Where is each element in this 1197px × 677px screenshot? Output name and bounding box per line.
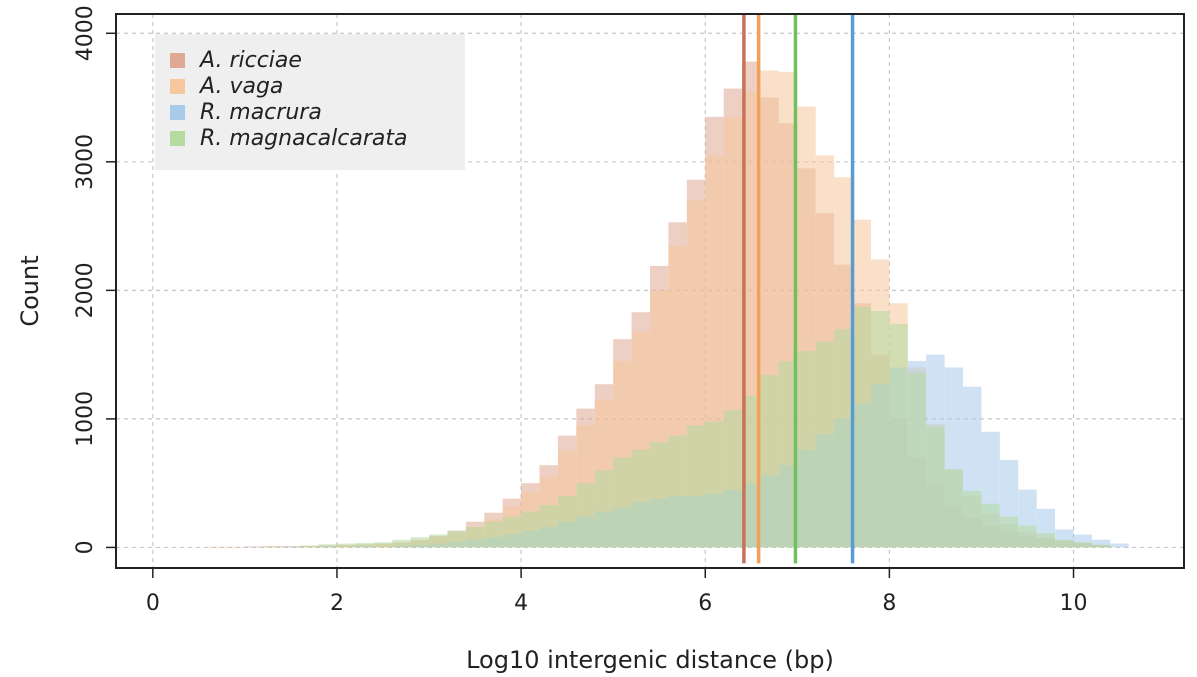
histogram-bar bbox=[999, 516, 1019, 548]
histogram-bar bbox=[429, 534, 448, 548]
histogram-bar bbox=[1055, 539, 1074, 548]
legend-swatch bbox=[170, 131, 185, 146]
x-tick-label: 0 bbox=[146, 591, 160, 616]
histogram-bar bbox=[576, 483, 595, 548]
histogram-bar bbox=[815, 341, 835, 548]
histogram-bar bbox=[281, 546, 301, 548]
histogram-bar bbox=[926, 426, 945, 548]
histogram-bar bbox=[613, 457, 632, 548]
histogram-bar bbox=[650, 442, 669, 548]
histogram-bar bbox=[336, 543, 356, 548]
x-tick-label: 6 bbox=[698, 591, 712, 616]
histogram-bar bbox=[226, 546, 245, 548]
histogram-bar bbox=[686, 425, 706, 548]
histogram-bar bbox=[373, 542, 393, 548]
legend-background bbox=[155, 34, 465, 170]
histogram-bar bbox=[907, 372, 927, 548]
histogram-bar bbox=[447, 530, 466, 548]
histogram-bar bbox=[742, 395, 761, 548]
y-tick-label: 2000 bbox=[73, 262, 98, 318]
histogram-bar bbox=[760, 375, 779, 548]
histogram-bar bbox=[502, 516, 522, 548]
histogram-bar bbox=[1018, 525, 1037, 548]
y-tick-label: 3000 bbox=[73, 134, 98, 190]
legend-label: R. magnacalcarata bbox=[200, 126, 407, 151]
x-tick-label: 2 bbox=[330, 591, 344, 616]
histogram-bar bbox=[797, 350, 816, 548]
histogram-bar bbox=[1091, 544, 1111, 548]
x-axis-ticks: 0 2 4 6 8 10 bbox=[146, 568, 1088, 616]
legend-label: R. macrura bbox=[200, 100, 322, 125]
x-axis-label: Log10 intergenic distance (bp) bbox=[466, 646, 834, 674]
y-tick-label: 4000 bbox=[73, 5, 98, 61]
y-axis-ticks: 0 1000 2000 3000 4000 bbox=[73, 5, 116, 554]
histogram-bar bbox=[981, 503, 1000, 548]
legend-swatch bbox=[170, 53, 185, 68]
histogram-bar bbox=[944, 469, 964, 548]
histogram-bar bbox=[521, 511, 540, 548]
legend-label: A. ricciae bbox=[198, 48, 302, 73]
histogram-bar bbox=[300, 545, 319, 548]
histogram-bar bbox=[1110, 543, 1129, 548]
histogram-bar bbox=[355, 542, 374, 548]
histogram-bar bbox=[465, 526, 485, 548]
histogram-bar bbox=[594, 470, 614, 548]
histogram-bar bbox=[484, 521, 503, 548]
mean-lines bbox=[742, 14, 855, 564]
legend-swatch bbox=[170, 79, 185, 94]
histogram-bar bbox=[705, 421, 724, 548]
histogram-bar bbox=[539, 505, 558, 548]
histogram-bar bbox=[1036, 533, 1056, 548]
y-tick-label: 0 bbox=[73, 540, 98, 554]
histogram-bar bbox=[1073, 542, 1092, 548]
x-tick-label: 4 bbox=[514, 591, 528, 616]
legend-label: A. vaga bbox=[198, 74, 283, 99]
histogram-bar bbox=[963, 490, 982, 548]
histogram-bar bbox=[723, 409, 743, 548]
histogram-bar bbox=[410, 537, 430, 548]
histogram-bars bbox=[208, 61, 1129, 548]
histogram-bar bbox=[263, 546, 282, 548]
histogram-bar bbox=[778, 361, 798, 548]
histogram-bar bbox=[852, 307, 871, 548]
histogram-bar bbox=[392, 539, 411, 548]
histogram-bar bbox=[870, 310, 890, 548]
y-axis-label: Count bbox=[16, 255, 44, 326]
histogram-bar bbox=[557, 496, 577, 548]
histogram-bar bbox=[668, 435, 687, 548]
series-3-bars bbox=[263, 307, 1111, 548]
legend-swatch bbox=[170, 105, 185, 120]
histogram-bar bbox=[318, 544, 337, 548]
histogram-bar bbox=[834, 328, 853, 548]
y-tick-label: 1000 bbox=[73, 391, 98, 447]
x-tick-label: 8 bbox=[882, 591, 896, 616]
histogram-bar bbox=[889, 323, 908, 548]
histogram-bar bbox=[631, 449, 650, 548]
histogram-bar bbox=[244, 546, 264, 548]
histogram-bar bbox=[1091, 539, 1111, 548]
x-tick-label: 10 bbox=[1060, 591, 1088, 616]
